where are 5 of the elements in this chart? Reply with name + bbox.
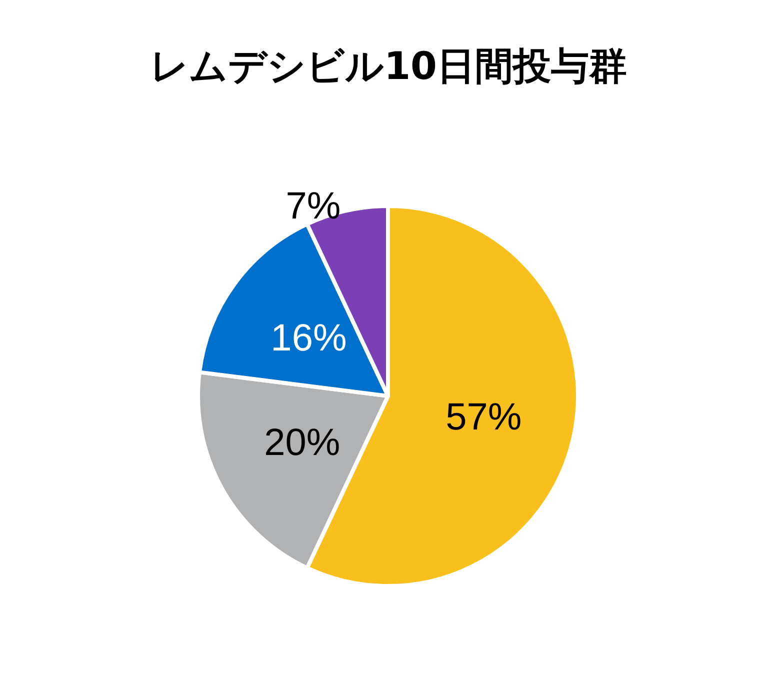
chart-title: レムデシビル10日間投与群 — [150, 44, 627, 88]
data-label: 7% — [286, 186, 341, 228]
data-label: 16% — [270, 317, 347, 360]
data-label: 20% — [264, 422, 340, 464]
data-label: 57% — [446, 396, 522, 438]
